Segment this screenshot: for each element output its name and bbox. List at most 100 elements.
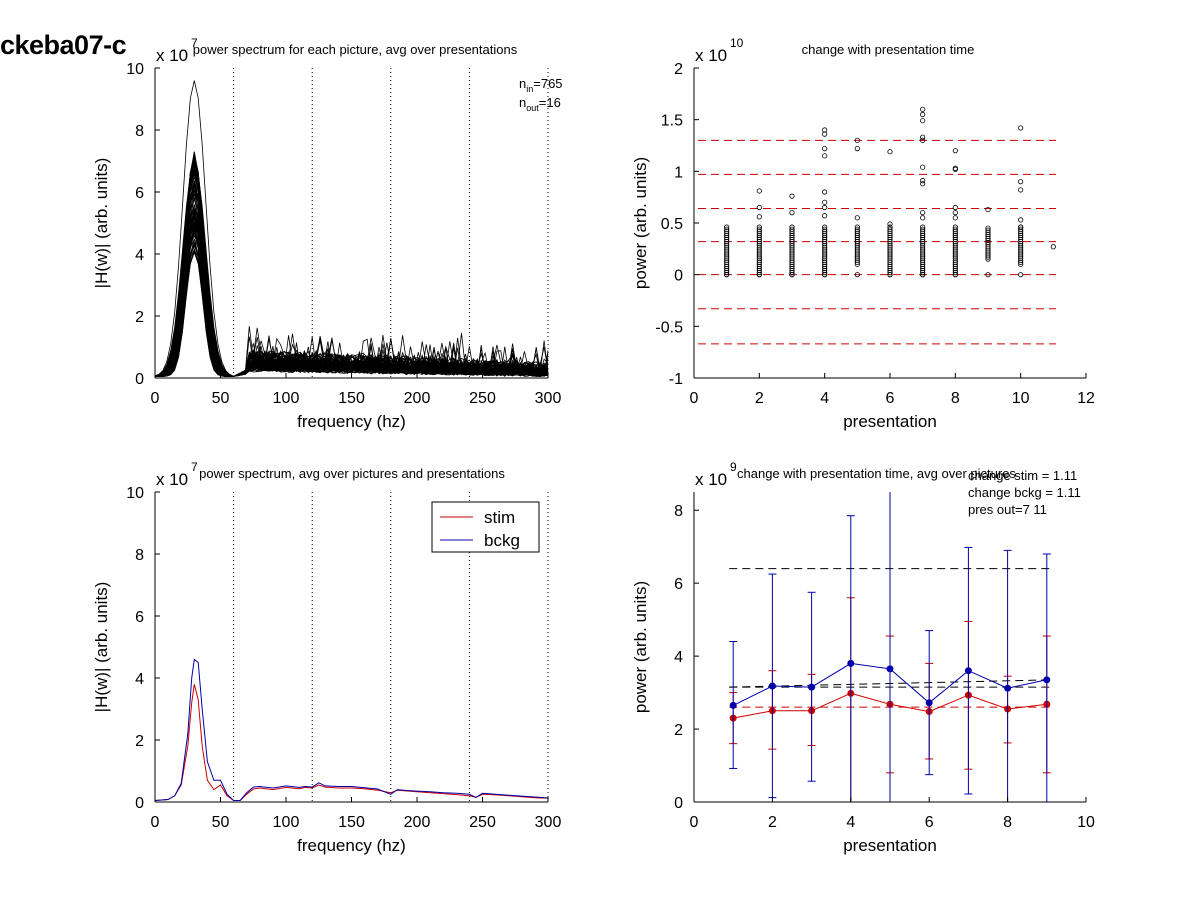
data-point: [822, 224, 828, 230]
exponent-power: 7: [191, 460, 198, 474]
data-point: [920, 215, 926, 221]
data-point: [789, 224, 795, 230]
data-point: [920, 210, 926, 216]
data-point: [789, 193, 795, 199]
data-point: [822, 204, 828, 211]
chart-change-avg-over-pictures: 0 2 4 6 8 10 0 2 4 6 8 presentation power (arb. unit…: [631, 460, 1095, 855]
exponent-power: 9: [730, 460, 737, 474]
y-tick-label: 10: [126, 485, 144, 502]
y-tick-label: 0.5: [661, 216, 683, 233]
data-point: [756, 226, 762, 232]
figure-title: ckeba07-c: [0, 30, 127, 60]
y-tick-label: 2: [135, 733, 144, 750]
stat-annotation: change stim = 1.11: [968, 468, 1077, 483]
y-tick-label: 10: [126, 61, 144, 78]
data-point: [887, 224, 893, 230]
data-point: [952, 210, 958, 216]
y-tick-label: 0: [674, 795, 683, 812]
data-point: [756, 188, 762, 194]
data-point: [887, 272, 893, 278]
data-point: [756, 224, 762, 230]
x-tick-label: 10: [1077, 814, 1095, 831]
y-tick-label: 8: [135, 123, 144, 140]
data-point-bckg: [886, 665, 894, 673]
y-axis-label: |H(w)| (arb. units): [92, 582, 111, 713]
data-point: [952, 215, 958, 221]
y-tick-label: 1: [674, 164, 683, 181]
x-tick-label: 50: [212, 390, 230, 407]
x-axis-label: presentation: [843, 412, 937, 431]
n-in-annotation: nin=765: [519, 76, 563, 94]
y-axis-label: |H(w)| (arb. units): [92, 158, 111, 289]
data-point: [952, 272, 958, 278]
data-point: [887, 226, 893, 232]
x-tick-label: 100: [273, 390, 300, 407]
data-point: [920, 106, 926, 112]
data-point: [822, 226, 828, 232]
data-point: [1018, 272, 1024, 278]
x-tick-label: 100: [273, 814, 300, 831]
data-point: [854, 146, 860, 152]
data-point: [854, 137, 860, 143]
data-point: [724, 224, 730, 230]
data-point: [1050, 244, 1056, 250]
data-point: [854, 272, 860, 278]
x-tick-label: 4: [820, 390, 829, 407]
data-point-bckg: [847, 659, 855, 667]
y-tick-label: 6: [135, 609, 144, 626]
x-tick-label: 0: [151, 814, 160, 831]
data-point: [822, 189, 828, 195]
y-tick-label: 0: [135, 371, 144, 388]
chart-spectrum-each-picture: 0 50 100 150 200 250 300 0 2 4 6 8 10 frequency (hz) |…: [92, 36, 563, 431]
spectrum-trace: [154, 189, 549, 377]
chart-change-presentation-time: 0 2 4 6 8 10 12 -1 -0.5 0 0.5 1 1.5 2 presentation powe…: [631, 36, 1095, 431]
stat-annotation: pres out=7 11: [968, 502, 1047, 517]
data-point: [1018, 217, 1024, 223]
legend: stim bckg: [431, 501, 540, 553]
x-axis-label: presentation: [843, 836, 937, 855]
y-tick-label: -0.5: [655, 319, 683, 336]
data-point: [854, 215, 860, 221]
x-tick-label: 0: [690, 814, 699, 831]
data-point: [920, 134, 926, 140]
data-point: [920, 181, 926, 187]
data-point: [724, 226, 730, 232]
y-tick-label: 2: [135, 309, 144, 326]
data-point: [789, 272, 795, 278]
data-point: [1018, 187, 1024, 193]
y-tick-label: 0: [135, 795, 144, 812]
data-point: [822, 131, 828, 137]
data-point: [822, 153, 828, 159]
data-point: [920, 111, 926, 118]
data-point: [920, 178, 926, 184]
data-point: [854, 224, 860, 230]
data-point: [920, 137, 926, 143]
stat-annotation: change bckg = 1.11: [968, 485, 1081, 500]
x-tick-label: 6: [925, 814, 934, 831]
exponent-label: x 10: [156, 470, 188, 489]
data-point: [1018, 179, 1024, 185]
x-tick-label: 2: [768, 814, 777, 831]
data-point-bckg: [1043, 676, 1051, 684]
data-point: [854, 226, 860, 232]
data-point: [822, 272, 828, 278]
x-tick-label: 200: [404, 814, 431, 831]
legend-label-bckg: bckg: [484, 531, 520, 550]
data-point: [920, 164, 926, 170]
exponent-label: x 10: [156, 46, 188, 65]
data-point-bckg: [808, 683, 816, 691]
y-tick-label: 2: [674, 722, 683, 739]
y-tick-label: 4: [674, 649, 683, 666]
y-tick-label: 0: [674, 268, 683, 285]
x-tick-label: 6: [886, 390, 895, 407]
data-point: [985, 206, 991, 213]
data-point: [952, 204, 958, 211]
data-point: [1018, 226, 1024, 232]
x-tick-label: 0: [690, 390, 699, 407]
y-tick-label: 8: [135, 547, 144, 564]
series-line-stim: [154, 684, 549, 801]
data-point: [1018, 125, 1024, 131]
x-tick-label: 300: [535, 390, 562, 407]
data-point-bckg: [1004, 684, 1012, 692]
